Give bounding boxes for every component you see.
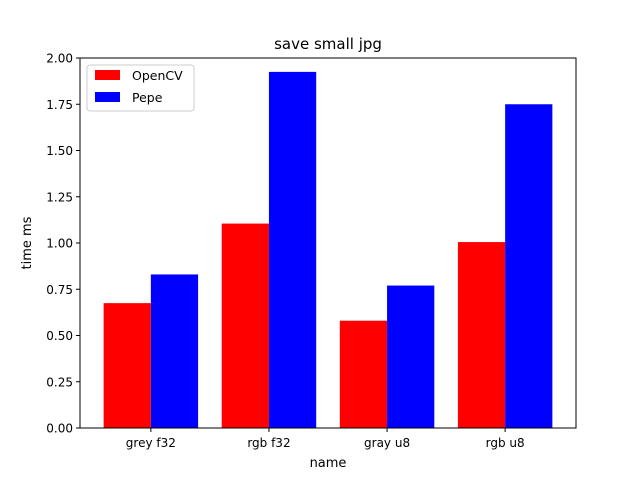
x-tick-label: grey f32 [126,436,176,450]
y-axis-label: time ms [20,216,35,269]
y-tick-label: 1.50 [46,144,73,158]
x-axis: grey f32 rgb f32 gray u8 rgb u8 [126,428,525,450]
bar-opencv-rgb-f32 [221,223,269,428]
bar-opencv-gray-u8 [339,320,388,428]
bar-pepe-rgb-f32 [268,71,317,429]
y-tick-label: 0.00 [46,422,73,436]
y-axis: 0.00 0.25 0.50 0.75 1.00 1.25 1.50 1.75 2.00 [46,52,80,436]
y-tick-label: 0.75 [46,283,73,297]
x-tick-label: gray u8 [364,436,410,450]
legend-swatch-opencv [95,70,120,80]
bar-pepe-gray-u8 [387,285,435,428]
bar-opencv-rgb-u8 [457,242,506,428]
x-tick-label: rgb f32 [247,436,290,450]
y-tick-label: 0.50 [46,329,73,343]
x-axis-label: name [310,456,347,471]
bar-opencv-grey-f32 [103,303,151,429]
bar-pepe-rgb-u8 [505,104,553,428]
legend: OpenCV Pepe [86,64,195,112]
legend-label-opencv: OpenCV [132,68,183,83]
legend-swatch-pepe [95,92,120,102]
y-tick-label: 2.00 [46,52,73,66]
y-tick-label: 1.75 [46,98,73,112]
chart-title: save small jpg [274,35,382,53]
y-tick-label: 1.00 [46,237,73,251]
y-tick-label: 1.25 [46,190,73,204]
x-tick-label: rgb u8 [486,436,525,450]
legend-label-pepe: Pepe [132,90,163,105]
bars-group [103,71,553,429]
y-tick-label: 0.25 [46,375,73,389]
bar-pepe-grey-f32 [150,274,199,428]
